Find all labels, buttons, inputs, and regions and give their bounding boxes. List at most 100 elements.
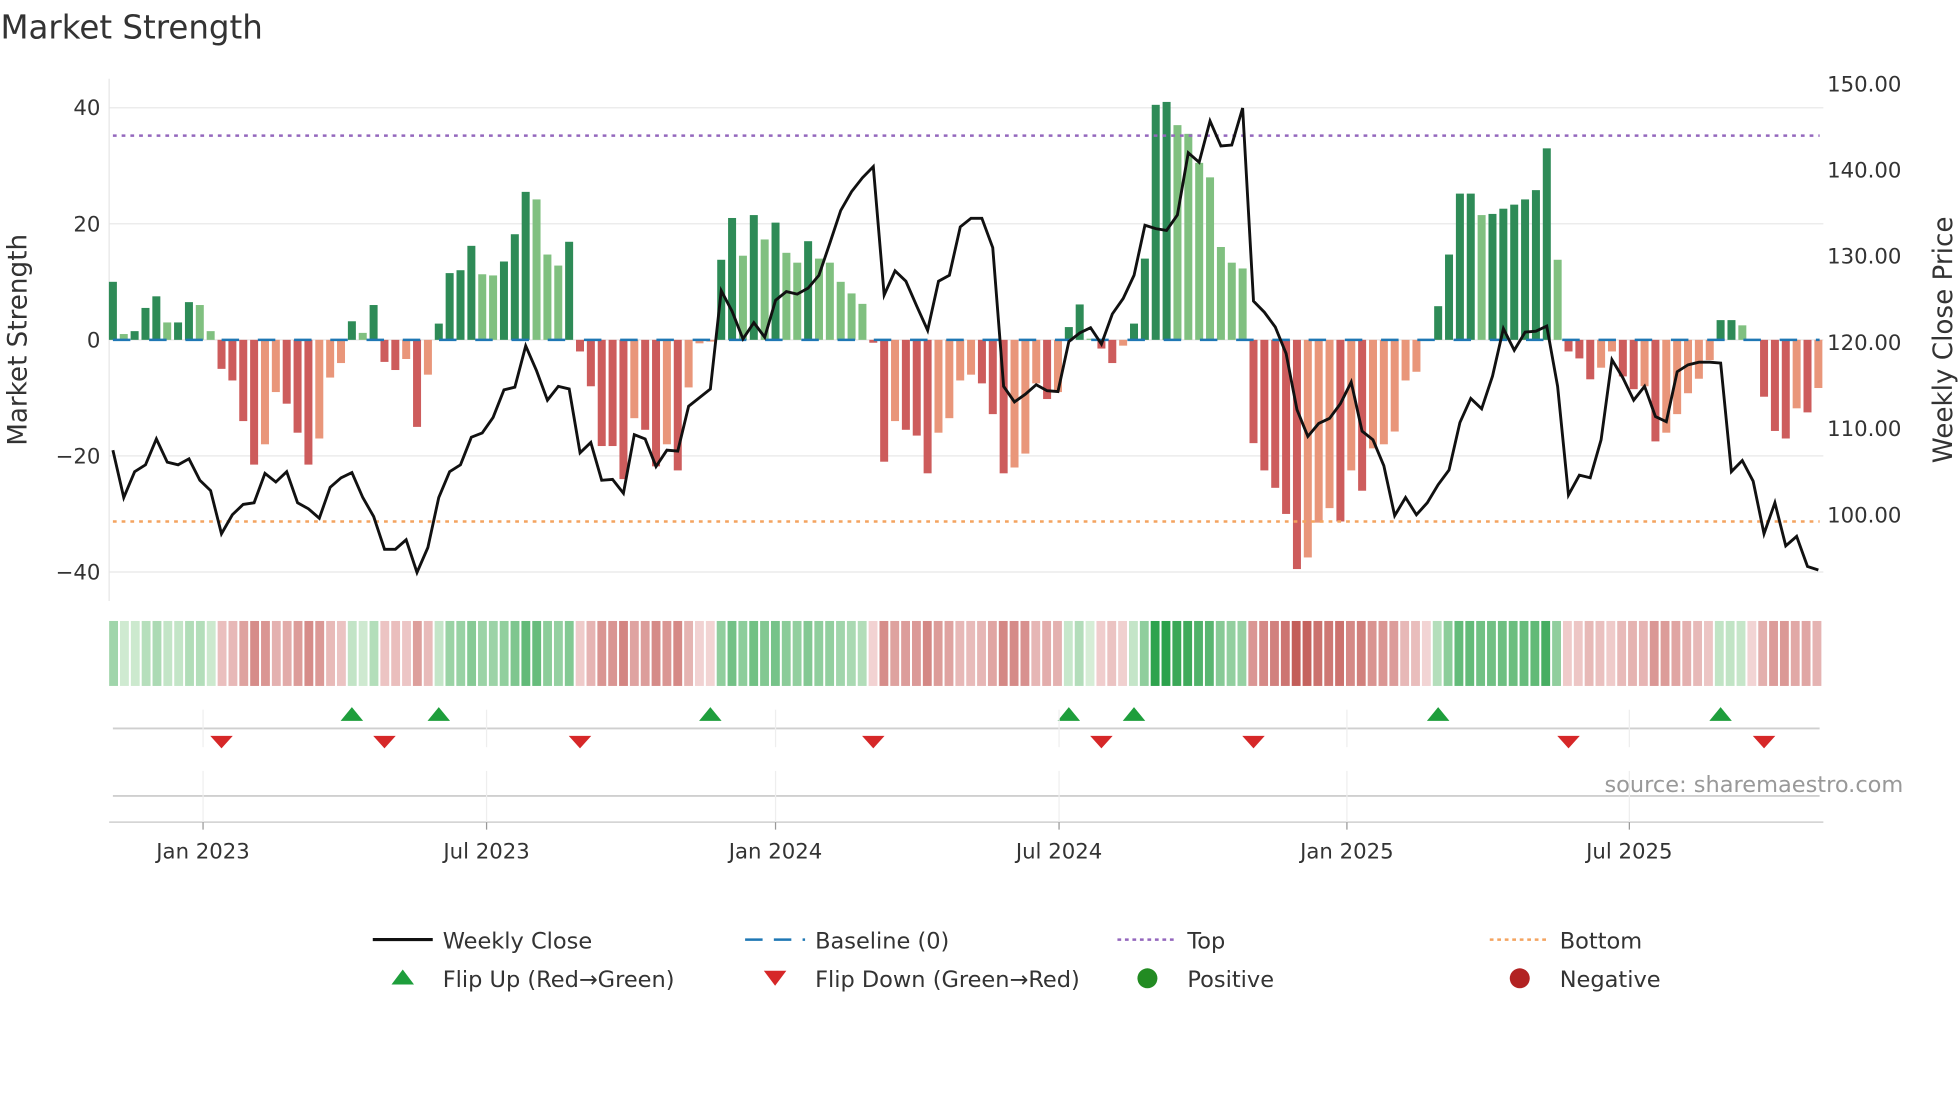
strength-bar [782, 252, 791, 340]
strength-bar [1553, 259, 1562, 340]
strength-bar [141, 307, 150, 340]
heat-cell [770, 620, 780, 686]
strength-bar [1043, 339, 1052, 400]
heat-cell [532, 620, 542, 686]
heat-cell [651, 620, 661, 686]
heat-cell [879, 620, 889, 686]
heat-cell [1628, 620, 1637, 686]
legend-label: Weekly Close [443, 928, 592, 954]
heat-cell [1454, 620, 1464, 686]
heat-cell [1508, 620, 1518, 686]
strength-bar [1325, 339, 1334, 509]
strength-bar [1292, 339, 1301, 570]
heat-cell [543, 620, 552, 686]
heat-cell [1172, 620, 1182, 686]
legend-label: Negative [1560, 967, 1661, 993]
heat-cell [640, 620, 650, 686]
heat-cell [716, 620, 726, 686]
strength-bar [1206, 177, 1215, 340]
strength-bar [423, 339, 432, 375]
heat-cell [1215, 620, 1225, 686]
flip-down-marker [1557, 735, 1580, 749]
heat-cell [1053, 620, 1062, 686]
strength-bar [641, 339, 650, 430]
heat-cell [662, 620, 672, 686]
strength-bar [1162, 101, 1171, 340]
heat-cell [825, 620, 835, 686]
strength-bar [858, 303, 867, 340]
strength-bar [999, 339, 1008, 474]
y-tick-label: −20 [56, 444, 101, 469]
heat-cell [1237, 620, 1247, 686]
strength-bar [413, 339, 422, 427]
heat-cell [760, 620, 769, 686]
heat-cell [1139, 620, 1149, 686]
heat-cell [1020, 620, 1030, 686]
strength-bar [1760, 339, 1769, 397]
strength-bar [1021, 339, 1030, 454]
strength-bar [228, 339, 237, 381]
strength-bar [1445, 254, 1454, 340]
x-tick-label: Jan 2023 [154, 839, 250, 864]
heat-cell [1226, 620, 1236, 686]
heat-cell [1530, 620, 1540, 686]
price-line-group [111, 107, 1819, 577]
heat-cell [1302, 620, 1312, 686]
heat-cell [966, 620, 976, 686]
strength-bar [814, 258, 823, 340]
legend-label: Flip Up (Red→Green) [443, 967, 675, 993]
strength-bar [1814, 339, 1823, 389]
heat-cell [1031, 620, 1041, 686]
strength-bar [1640, 339, 1649, 387]
x-tick-label: Jan 2024 [727, 839, 823, 864]
heat-cell [1345, 620, 1355, 686]
y2-tick-label: 150.00 [1827, 72, 1901, 97]
strength-bar [1586, 339, 1595, 380]
strength-bar [1488, 213, 1497, 340]
strength-bar [1347, 339, 1356, 471]
heat-cell [1682, 620, 1692, 686]
strength-bar [891, 339, 900, 422]
weekly-close-line [111, 107, 1819, 577]
y2-tick-label: 140.00 [1827, 159, 1901, 184]
heat-cell [1356, 620, 1366, 686]
heat-cell [1389, 620, 1399, 686]
heat-cell [195, 620, 205, 686]
strength-bar [347, 321, 356, 340]
strength-bar [108, 281, 117, 340]
legend-label: Baseline (0) [815, 928, 949, 954]
strength-bar [184, 302, 193, 340]
heat-cell [304, 620, 314, 686]
strength-bar [206, 331, 215, 340]
y2-tick-label: 100.00 [1827, 503, 1901, 528]
strength-bar [293, 339, 302, 433]
heat-cell [250, 620, 260, 686]
heat-cell [1541, 620, 1551, 686]
heat-cell [1063, 620, 1073, 686]
heat-cell [380, 620, 390, 686]
strength-bar [1238, 268, 1247, 340]
strength-bar [1249, 339, 1258, 444]
strength-bar [1271, 339, 1280, 488]
heat-cell [1313, 620, 1323, 686]
strength-bar [760, 239, 769, 340]
strength-bar [1282, 339, 1291, 514]
heat-cell [901, 620, 911, 686]
heat-cell [1638, 620, 1648, 686]
strength-bar [1542, 148, 1551, 340]
strength-bar [1108, 339, 1117, 364]
strength-bar [543, 254, 552, 340]
y2-tick-label: 120.00 [1827, 331, 1901, 356]
strength-bar [1216, 246, 1225, 340]
strength-bar [1477, 215, 1486, 340]
strength-bar [489, 275, 498, 340]
heat-cell [1487, 620, 1496, 686]
heat-cell [1790, 620, 1800, 686]
source-label: source: sharemaestro.com [1604, 772, 1903, 798]
chart-title: Market Strength [0, 9, 262, 47]
heat-cell [1324, 620, 1334, 686]
strength-bar [380, 339, 389, 362]
strength-bar [597, 339, 606, 447]
flip-down-marker [373, 735, 396, 749]
heat-cell [185, 620, 194, 686]
